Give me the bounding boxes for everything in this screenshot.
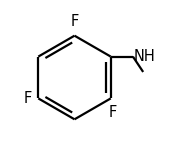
Text: F: F bbox=[108, 105, 116, 120]
Text: F: F bbox=[23, 91, 32, 106]
Text: F: F bbox=[70, 14, 79, 29]
Text: NH: NH bbox=[134, 49, 156, 64]
